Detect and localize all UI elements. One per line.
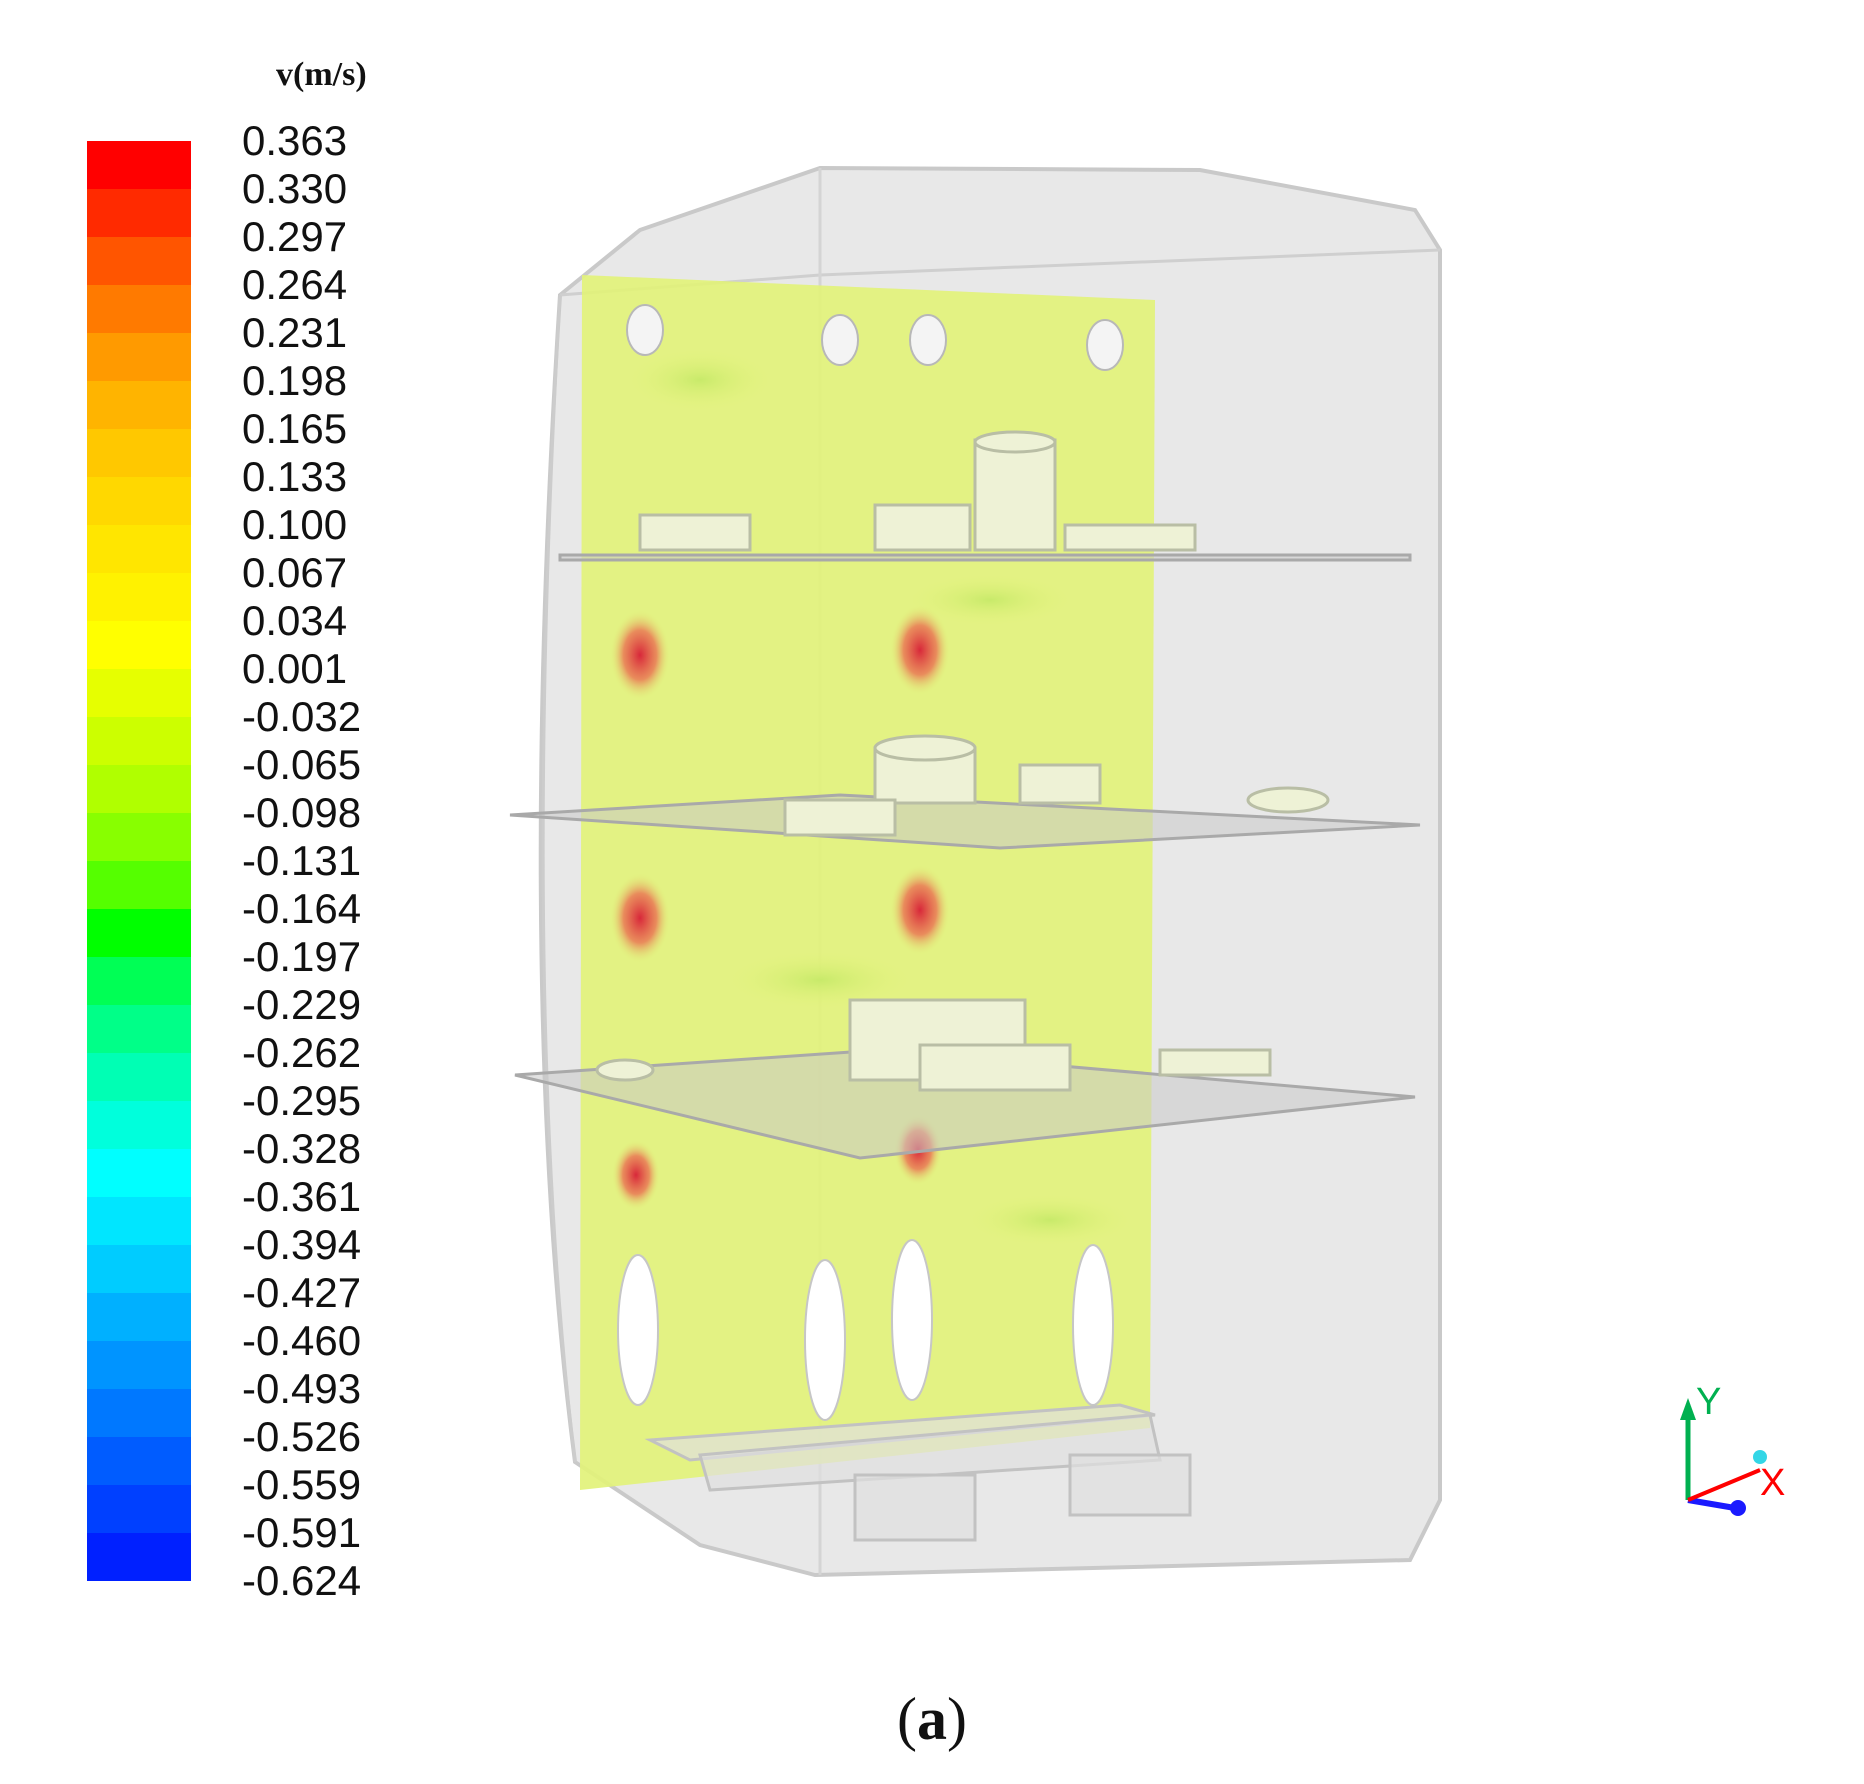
colorbar-tick-label: -0.262: [242, 1029, 362, 1076]
colorbar-segment: [87, 1389, 191, 1438]
x-axis-dot: [1753, 1450, 1767, 1464]
velocity-contour-plane: [580, 275, 1155, 1490]
colorbar-tick-label: -0.065: [242, 741, 362, 788]
colorbar-tick-label: -0.559: [242, 1461, 362, 1508]
colorbar-tick-label: 0.330: [242, 165, 348, 212]
colorbar: [87, 141, 191, 1581]
colorbar-tick-label: 0.363: [242, 117, 348, 164]
colorbar-tick-label: 0.165: [242, 405, 348, 452]
colorbar-segment: [87, 429, 191, 478]
colorbar-tick-label: -0.361: [242, 1173, 362, 1220]
components: [595, 430, 1330, 1092]
colorbar-segment: [87, 669, 191, 718]
colorbar-tick-label: -0.328: [242, 1125, 362, 1172]
colorbar-segment: [87, 1485, 191, 1534]
colorbar-segment: [87, 1053, 191, 1102]
colorbar-tick-label: -0.229: [242, 981, 362, 1028]
colorbar-tick-label: -0.394: [242, 1221, 362, 1268]
shelves: [509, 553, 1421, 1160]
colorbar-segment: [87, 765, 191, 814]
x-axis-label: X: [1760, 1462, 1785, 1504]
colorbar-tick-label: -0.164: [242, 885, 362, 932]
hotspot: [890, 865, 950, 955]
colorbar-segment: [87, 141, 191, 190]
y-axis-arrow: [1680, 1398, 1696, 1420]
y-axis-label: Y: [1696, 1381, 1721, 1423]
coordinate-axis-triad: Y X: [1680, 1381, 1785, 1516]
colorbar-segment: [87, 1341, 191, 1390]
hotspot: [610, 610, 670, 700]
colorbar-segment: [87, 909, 191, 958]
colorbar-segment: [87, 189, 191, 238]
colorbar-segment: [87, 1197, 191, 1246]
colorbar-tick-label: 0.067: [242, 549, 348, 596]
colorbar-segment: [87, 381, 191, 430]
colorbar-segment: [87, 525, 191, 574]
legend-title: v(m/s): [276, 56, 367, 93]
colorbar-segment: [87, 285, 191, 334]
figure-caption: (a): [0, 1685, 1864, 1754]
colorbar-tick-label: 0.231: [242, 309, 348, 356]
colorbar-segment: [87, 573, 191, 622]
caption-letter: a: [917, 1686, 947, 1752]
colorbar-segment: [87, 1437, 191, 1486]
colorbar-segment: [87, 813, 191, 862]
colorbar-segment: [87, 1245, 191, 1294]
colorbar-segment: [87, 957, 191, 1006]
caption-close: ): [947, 1686, 967, 1752]
colorbar-tick-label: -0.032: [242, 693, 362, 740]
colorbar-segment: [87, 861, 191, 910]
colorbar-tick-label: -0.427: [242, 1269, 362, 1316]
colorbar-segment: [87, 1149, 191, 1198]
base-frame: [644, 1403, 1192, 1542]
bottom-openings: [617, 1239, 1114, 1421]
colorbar-segment: [87, 477, 191, 526]
colorbar-tick-label: -0.197: [242, 933, 362, 980]
colorbar-tick-label: 0.100: [242, 501, 348, 548]
colorbar-tick-label: 0.297: [242, 213, 348, 260]
colorbar-tick-label: -0.460: [242, 1317, 362, 1364]
colorbar-tick-label: 0.133: [242, 453, 348, 500]
x-axis-line: [1687, 1468, 1761, 1502]
colorbar-tick-label: 0.034: [242, 597, 348, 644]
colorbar-segment: [87, 237, 191, 286]
colorbar-tick-label: -0.526: [242, 1413, 362, 1460]
colorbar-segment: [87, 333, 191, 382]
colorbar-segment: [87, 1533, 191, 1581]
hotspot: [612, 1140, 660, 1210]
colorbar-tick-label: -0.493: [242, 1365, 362, 1412]
hotspot: [610, 873, 670, 963]
colorbar-tick-label: -0.131: [242, 837, 362, 884]
colorbar-segment: [87, 717, 191, 766]
colorbar-tick-label: 0.264: [242, 261, 348, 308]
colorbar-tick-label: -0.098: [242, 789, 362, 836]
colorbar-tick-label: -0.591: [242, 1509, 362, 1556]
colorbar-tick-label: -0.295: [242, 1077, 362, 1124]
colorbar-segment: [87, 1101, 191, 1150]
colorbar-tick-label: 0.198: [242, 357, 348, 404]
hotspot: [890, 605, 950, 695]
colorbar-tick-label: -0.624: [242, 1557, 362, 1604]
z-axis-tip: [1730, 1500, 1746, 1516]
colorbar-tick-label: 0.001: [242, 645, 348, 692]
caption-open: (: [897, 1686, 917, 1752]
colorbar-segment: [87, 1005, 191, 1054]
top-vents: [626, 304, 1124, 371]
colorbar-segment: [87, 621, 191, 670]
colorbar-segment: [87, 1293, 191, 1342]
z-axis-line: [1687, 1497, 1736, 1511]
